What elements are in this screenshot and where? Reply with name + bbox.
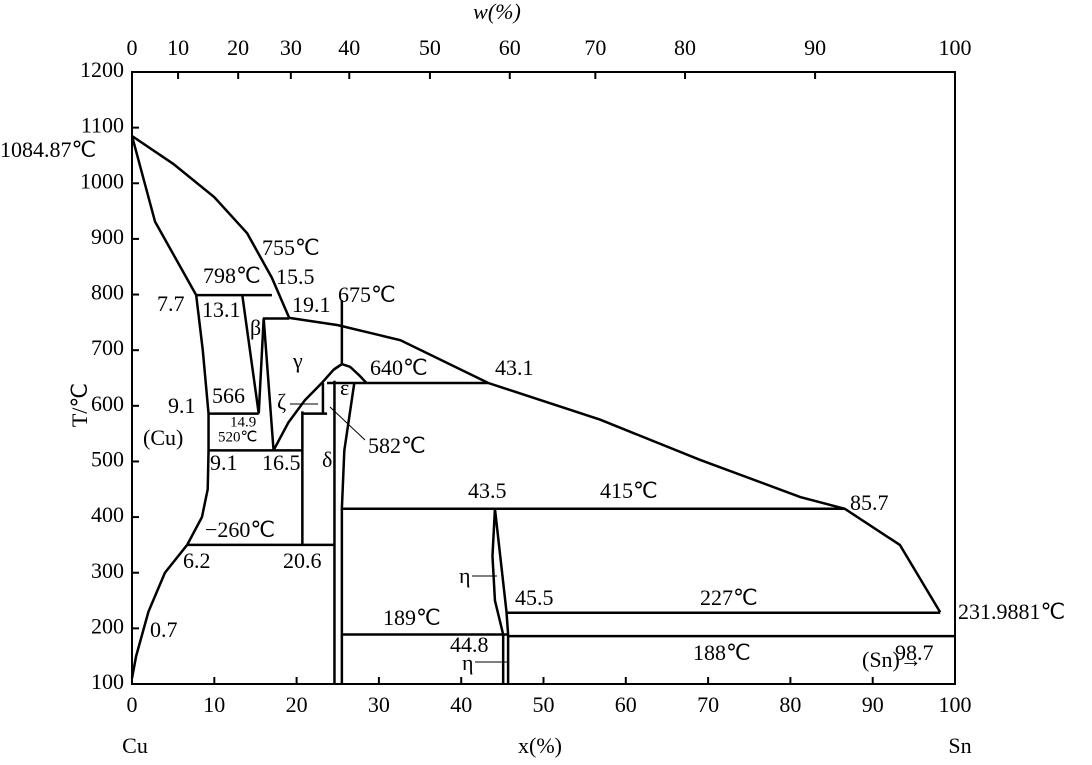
x-tick-label: 70 [697, 692, 719, 717]
annotation: 520℃ [218, 429, 257, 445]
x2-tick-label: 50 [419, 35, 441, 60]
annotation: η [462, 650, 474, 675]
x-tick-label: 10 [203, 692, 225, 717]
annotation: 7.7 [157, 291, 185, 316]
annotation: 675℃ [338, 282, 396, 307]
x-tick-label: 0 [127, 692, 138, 717]
annotation: 45.5 [515, 585, 554, 610]
annotation: 415℃ [600, 478, 658, 503]
x2-tick-label: 20 [227, 35, 249, 60]
annotation: ζ [277, 389, 286, 414]
y-tick-label: 300 [91, 558, 124, 583]
x2-tick-label: 40 [338, 35, 360, 60]
y-tick-label: 1200 [80, 57, 124, 82]
x2-tick-label: 80 [674, 35, 696, 60]
annotation: 227℃ [700, 585, 758, 610]
annotation: −260℃ [205, 517, 275, 542]
annotation: 0.7 [150, 617, 178, 642]
x-tick-label: 40 [450, 692, 472, 717]
x-tick-label: 30 [368, 692, 390, 717]
phase-boundary [340, 383, 356, 684]
annotation: 231.9881℃ [958, 599, 1065, 624]
annotation: β [250, 315, 261, 340]
x-tick-label: 80 [779, 692, 801, 717]
phase-boundary [493, 508, 510, 684]
x2-tick-label: 0 [127, 35, 138, 60]
x2-tick-label: 60 [499, 35, 521, 60]
x-tick-label: 50 [533, 692, 555, 717]
x2-tick-label: 100 [939, 35, 972, 60]
x-tick-label: 90 [862, 692, 884, 717]
x-axis-title: x(%) [518, 733, 562, 758]
phase-boundary [241, 294, 260, 414]
x2-tick-label: 10 [167, 35, 189, 60]
phase-boundary [332, 362, 368, 384]
annotation: γ [292, 348, 303, 373]
component-label: Cu [122, 733, 148, 758]
x2-tick-label: 70 [584, 35, 606, 60]
annotation: 43.1 [495, 355, 534, 380]
x2-tick-label: 30 [280, 35, 302, 60]
phase-boundary [130, 294, 210, 679]
annotation: ε [340, 375, 349, 400]
y-tick-label: 800 [91, 280, 124, 305]
y-tick-label: 100 [91, 669, 124, 694]
phase-boundary [257, 318, 265, 414]
x-tick-label: 60 [615, 692, 637, 717]
annotation: 189℃ [383, 605, 441, 630]
y-tick-label: 1000 [80, 168, 124, 193]
annotation: (Sn)→ [862, 647, 922, 672]
annotation: 1084.87℃ [0, 137, 96, 162]
annotation: 640℃ [370, 355, 428, 380]
annotation: 85.7 [850, 490, 889, 515]
annotation: 44.8 [450, 632, 489, 657]
annotation: (Cu) [143, 425, 183, 450]
y-tick-label: 500 [91, 447, 124, 472]
annotation: 13.1 [202, 297, 241, 322]
x-tick-label: 100 [939, 692, 972, 717]
annotation: 19.1 [292, 292, 331, 317]
x-tick-label: 20 [286, 692, 308, 717]
annotation: 9.1 [210, 450, 238, 475]
annotation: 16.5 [262, 450, 301, 475]
annotation: 6.2 [183, 548, 211, 573]
y-tick-label: 600 [91, 391, 124, 416]
phase-boundary [131, 134, 942, 613]
annotation: 9.1 [168, 393, 196, 418]
annotation: 14.9 [230, 414, 256, 430]
annotation: η [459, 563, 471, 588]
y-tick-label: 900 [91, 224, 124, 249]
component-label: Sn [948, 733, 971, 758]
phase-boundary [491, 508, 505, 684]
y-tick-label: 200 [91, 613, 124, 638]
annotation: 755℃ [262, 235, 320, 260]
x2-axis-title: w(%) [473, 0, 521, 24]
annotation: 43.5 [468, 478, 507, 503]
annotation: 566 [212, 383, 245, 408]
y-tick-label: 700 [91, 335, 124, 360]
y-tick-label: 1100 [81, 113, 124, 138]
annotation: 582℃ [368, 433, 426, 458]
y-axis-title: T/℃ [67, 383, 92, 427]
annotation: 15.5 [276, 264, 315, 289]
annotation: 20.6 [283, 548, 322, 573]
phase-boundary [130, 135, 198, 296]
annotation: 188℃ [693, 640, 751, 665]
y-tick-label: 400 [91, 502, 124, 527]
phase-boundary [262, 318, 275, 451]
annotation: δ [322, 447, 332, 472]
annotation: 98.7 [895, 640, 934, 665]
x2-tick-label: 90 [804, 35, 826, 60]
annotation: 798℃ [203, 263, 261, 288]
